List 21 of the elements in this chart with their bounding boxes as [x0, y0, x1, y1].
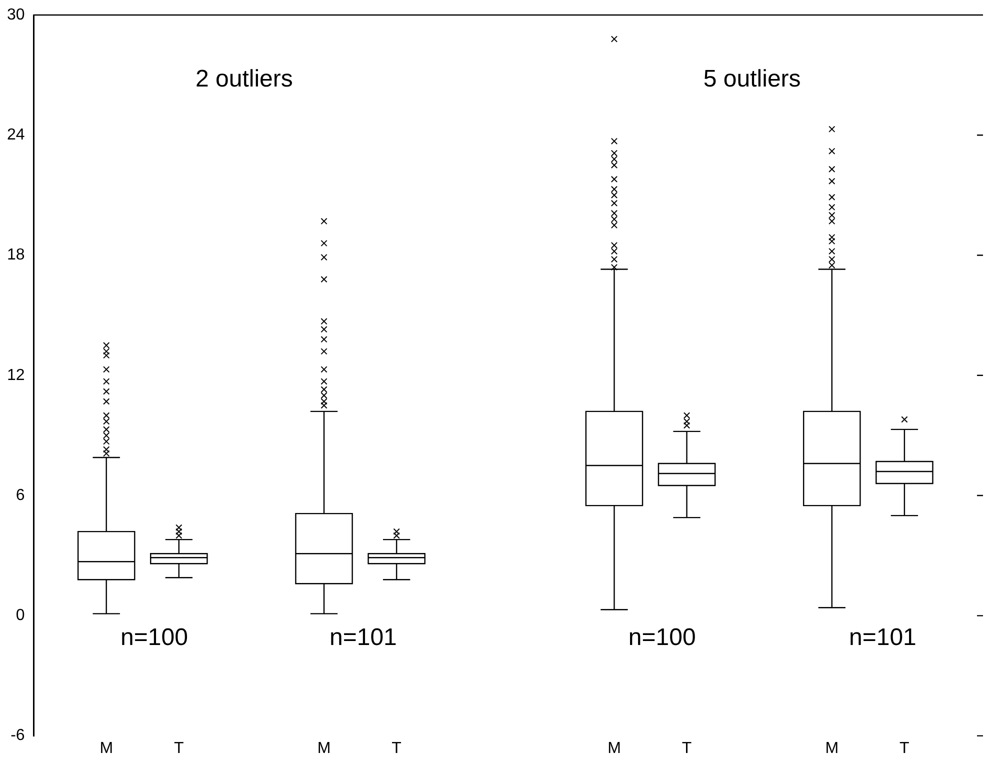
y-tick-label: 6: [16, 486, 25, 504]
y-tick-label: 12: [7, 366, 25, 384]
x-tick-label: T: [682, 740, 692, 757]
x-tick-label: M: [825, 740, 839, 757]
x-tick-label: M: [608, 740, 621, 757]
x-tick-label: T: [174, 740, 184, 757]
y-tick-label: 24: [7, 126, 25, 144]
annotation: 2 outliers: [196, 65, 293, 92]
annotation: n=101: [329, 624, 397, 652]
annotation: n=100: [120, 624, 188, 652]
x-tick-label: T: [392, 740, 402, 757]
x-tick-label: M: [100, 740, 114, 757]
annotation: 5 outliers: [703, 65, 801, 92]
y-tick-label: -6: [10, 727, 25, 744]
annotation: n=100: [628, 624, 696, 652]
y-tick-label: 0: [16, 607, 25, 624]
y-tick-label: 18: [7, 246, 25, 264]
x-tick-label: T: [900, 740, 910, 757]
y-tick-label: 30: [7, 6, 25, 24]
annotation: n=101: [848, 624, 916, 652]
x-tick-label: M: [317, 740, 331, 757]
